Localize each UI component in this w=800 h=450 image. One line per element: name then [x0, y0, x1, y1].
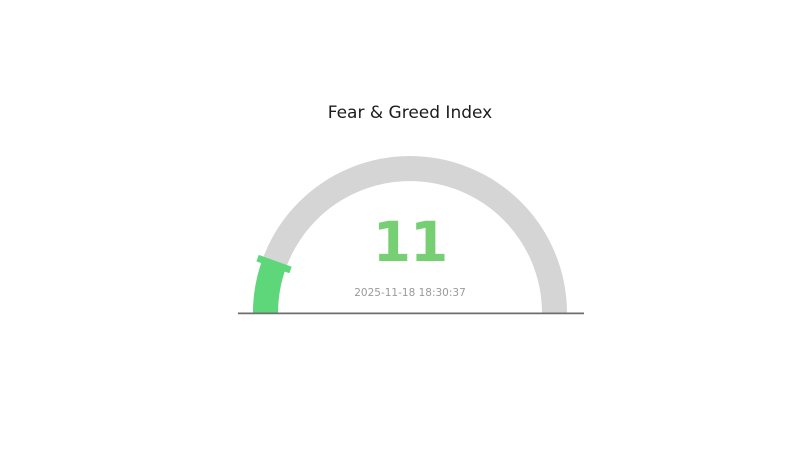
gauge-value-marker	[256, 254, 292, 274]
gauge-track	[253, 156, 567, 313]
chart-title: Fear & Greed Index	[327, 103, 493, 123]
gauge-value: 11	[372, 210, 449, 274]
gauge-timestamp: 2025-11-18 18:30:37	[354, 287, 466, 299]
gauge-progress-arc	[253, 259, 286, 313]
